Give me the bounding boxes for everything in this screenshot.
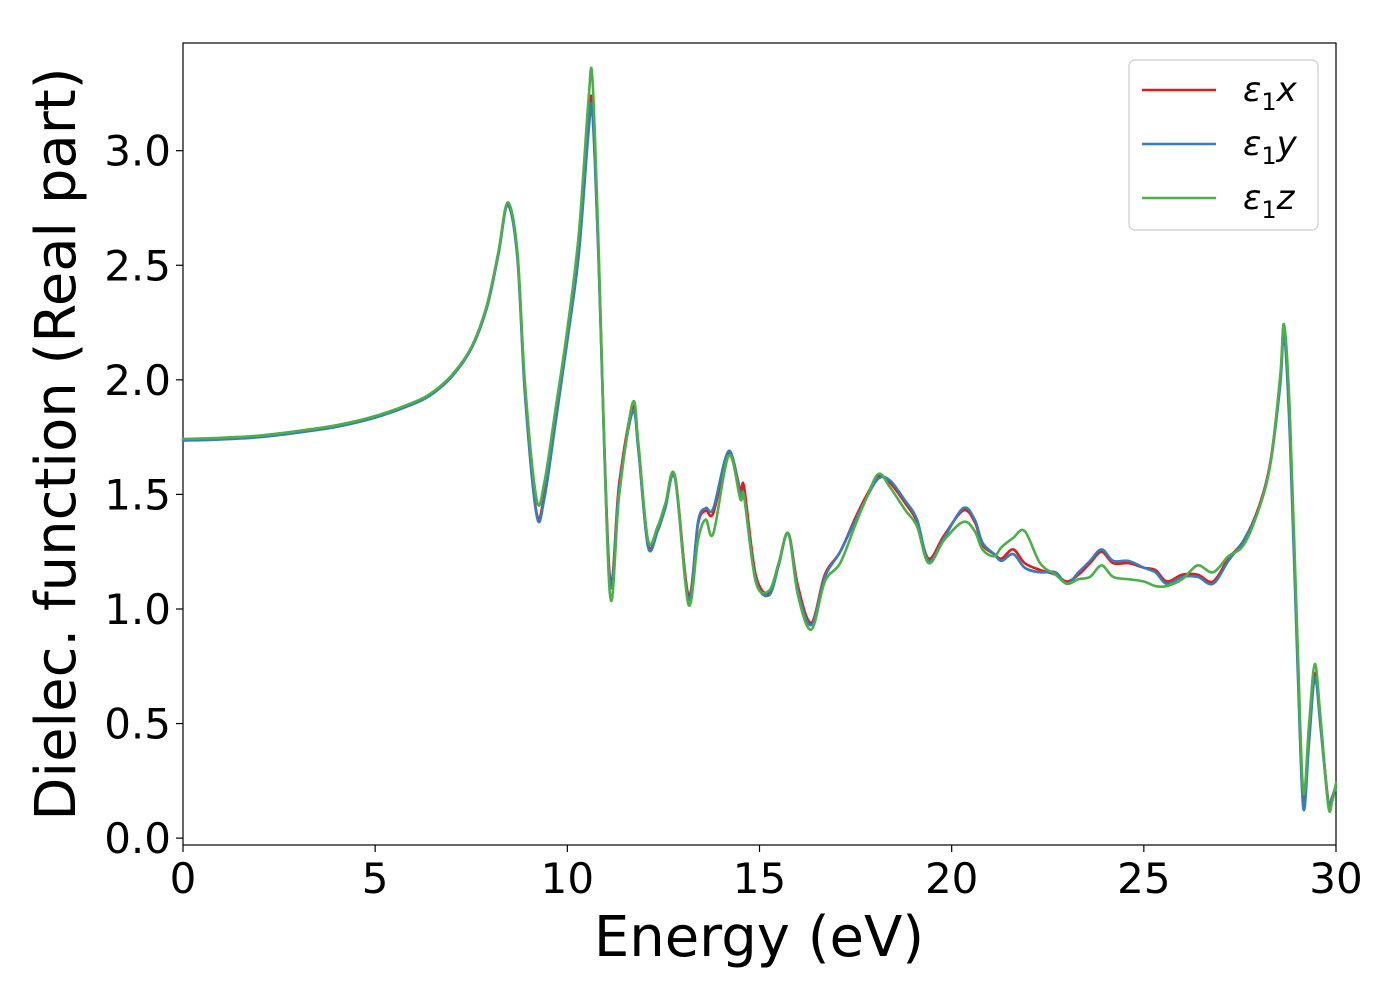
x-axis-ticks: 0 5 10 15 20 25 30 <box>170 845 1363 903</box>
y-axis-ticks: 0.0 0.5 1.0 1.5 2.0 2.5 3.0 <box>104 127 183 863</box>
x-tick-label: 10 <box>541 854 594 903</box>
x-tick-label: 5 <box>362 854 389 903</box>
x-tick-label: 20 <box>925 854 978 903</box>
legend-label-y: ε1y <box>1243 124 1298 170</box>
y-axis-title: Dielec. function (Real part) <box>24 67 89 820</box>
y-tick-label: 1.5 <box>104 470 171 519</box>
y-tick-label: 1.0 <box>104 585 171 634</box>
x-tick-label: 25 <box>1117 854 1170 903</box>
x-tick-label: 15 <box>733 854 786 903</box>
series-layer <box>181 66 1338 813</box>
x-axis-title: Energy (eV) <box>594 905 924 970</box>
y-tick-label: 3.0 <box>104 127 171 176</box>
y-tick-label: 2.5 <box>104 241 171 290</box>
legend-label-z: ε1z <box>1243 178 1296 224</box>
series-line-z <box>181 66 1338 813</box>
y-tick-label: 0.0 <box>104 814 171 863</box>
x-tick-label: 0 <box>170 854 197 903</box>
legend-frame <box>1128 59 1319 231</box>
y-tick-label: 2.0 <box>104 356 171 405</box>
legend: ε1x ε1y ε1z <box>1128 59 1319 231</box>
legend-label-x: ε1x <box>1243 70 1298 116</box>
x-tick-label: 30 <box>1309 854 1362 903</box>
series-line-y <box>181 102 1338 812</box>
y-tick-label: 0.5 <box>104 700 171 749</box>
